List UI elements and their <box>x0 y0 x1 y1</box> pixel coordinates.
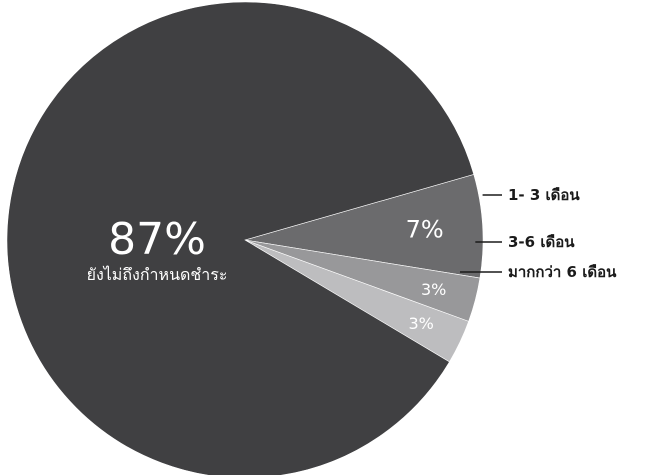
slice-category-label: 3-6 เดือน <box>508 233 575 251</box>
pie-slice <box>6 1 475 475</box>
slice-category-label: ยังไม่ถึงกำหนดชำระ <box>87 265 228 284</box>
slice-value-label: 3% <box>408 314 433 333</box>
pie-slice <box>244 174 484 279</box>
slice-category-label: 1- 3 เดือน <box>508 186 580 204</box>
slice-value-label: 3% <box>421 280 446 299</box>
slice-value-label: 87% <box>108 214 206 265</box>
leader-lines <box>459 194 502 273</box>
pie-slices <box>6 1 484 475</box>
slice-category-label: มากกว่า 6 เดือน <box>508 263 617 281</box>
slice-labels: 7% 1- 3 เดือน 3% 3-6 เดือน 3% มากกว่า 6 เดือน… <box>87 186 618 333</box>
slice-value-label: 7% <box>406 216 444 244</box>
